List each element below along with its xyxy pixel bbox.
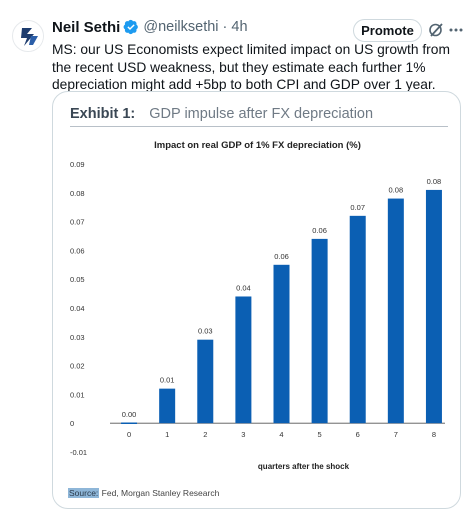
x-tick-label: 2 [203, 430, 207, 439]
data-label: 0.01 [160, 376, 175, 385]
bar [235, 296, 252, 424]
author-handle[interactable]: @neilksethi [143, 19, 219, 35]
header-separator: · [222, 19, 228, 35]
exhibit-divider [70, 126, 448, 127]
avatar[interactable] [12, 20, 44, 52]
data-label: 0.00 [122, 410, 137, 419]
bar [197, 339, 214, 424]
tweet-text: MS: our US Economists expect limited imp… [52, 42, 450, 93]
author-name[interactable]: Neil Sethi [52, 18, 121, 36]
x-tick-label: 4 [279, 430, 283, 439]
source-label: Source: [68, 488, 100, 498]
y-tick-label: 0.04 [70, 304, 85, 313]
x-axis-title: quarters after the shock [258, 462, 350, 471]
x-tick-label: 6 [356, 430, 360, 439]
source-text: Fed, Morgan Stanley Research [101, 488, 220, 498]
x-tick-label: 1 [165, 430, 169, 439]
bar [273, 264, 290, 424]
bar [387, 198, 404, 424]
bar [349, 215, 366, 424]
bar [159, 388, 176, 424]
x-tick-label: 0 [127, 430, 131, 439]
avatar-logo-icon [15, 23, 43, 51]
exhibit-label: Exhibit 1: [70, 106, 136, 122]
chart-source: Source: Fed, Morgan Stanley Research [68, 488, 219, 498]
y-tick-label: 0.05 [70, 275, 85, 284]
data-label: 0.07 [350, 203, 365, 212]
y-tick-label: 0.07 [70, 218, 85, 227]
y-tick-label: 0.09 [70, 160, 85, 169]
bar-chart: 0.09 0.08 0.07 0.06 0.05 0.04 0.03 0.02 0.01 0 -0.… [70, 160, 445, 471]
more-icon[interactable] [447, 22, 465, 38]
y-tick-label: 0.06 [70, 246, 85, 255]
data-label: 0.08 [389, 186, 404, 195]
bar [311, 238, 328, 424]
x-tick-label: 7 [394, 430, 398, 439]
grok-icon[interactable] [427, 21, 445, 39]
data-label: 0.04 [236, 283, 251, 292]
data-label: 0.03 [198, 327, 213, 336]
x-tick-label: 5 [318, 430, 322, 439]
y-tick-label: 0 [70, 419, 74, 428]
data-label: 0.06 [312, 226, 327, 235]
data-label: 0.08 [427, 177, 442, 186]
media-card[interactable]: Exhibit 1: GDP impulse after FX depreciat… [52, 91, 461, 509]
exhibit-title: GDP impulse after FX depreciation [149, 106, 374, 122]
y-tick-label: 0.01 [70, 390, 85, 399]
y-tick-label: 0.02 [70, 362, 85, 371]
chart-title: Impact on real GDP of 1% FX depreciation… [154, 140, 361, 151]
timestamp[interactable]: 4h [231, 19, 248, 35]
data-label: 0.06 [274, 252, 289, 261]
x-tick-label: 8 [432, 430, 436, 439]
y-tick-label: -0.01 [70, 448, 87, 457]
promote-button[interactable]: Promote [353, 19, 422, 42]
y-tick-label: 0.03 [70, 333, 85, 342]
y-tick-label: 0.08 [70, 189, 85, 198]
bar [425, 189, 442, 424]
x-tick-label: 3 [241, 430, 245, 439]
tweet-header: Neil Sethi @neilksethi · 4h [52, 17, 248, 37]
verified-badge-icon [123, 19, 139, 35]
exhibit-heading: Exhibit 1: GDP impulse after FX depreciat… [70, 106, 373, 122]
